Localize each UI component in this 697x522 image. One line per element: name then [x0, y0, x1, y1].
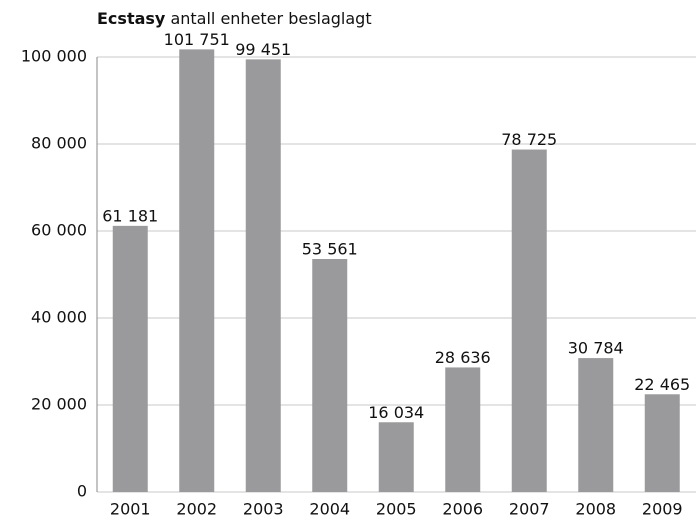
bar: [378, 422, 414, 492]
x-tick-label: 2005: [376, 500, 417, 519]
x-tick-label: 2008: [575, 500, 616, 519]
y-tick-label: 0: [77, 482, 87, 501]
bar: [578, 358, 614, 492]
y-tick-label: 20 000: [31, 395, 87, 414]
title-bold: Ecstasy: [97, 9, 166, 28]
title-rest: antall enheter beslaglagt: [170, 9, 371, 28]
y-tick-label: 100 000: [21, 47, 87, 66]
x-tick-label: 2009: [642, 500, 683, 519]
x-tick-label: 2007: [509, 500, 550, 519]
value-label: 28 636: [435, 348, 491, 367]
x-tick-label: 2006: [442, 500, 483, 519]
y-tick-label: 80 000: [31, 134, 87, 153]
y-tick-label: 60 000: [31, 221, 87, 240]
y-tick-label: 40 000: [31, 308, 87, 327]
bar: [179, 49, 215, 492]
value-label: 30 784: [568, 339, 624, 358]
value-label: 22 465: [634, 375, 690, 394]
bar: [445, 367, 481, 492]
chart-title: Ecstasy antall enheter beslaglagt: [97, 9, 372, 28]
value-label: 78 725: [501, 130, 557, 149]
x-tick-label: 2004: [309, 500, 350, 519]
bar: [511, 149, 547, 492]
x-tick-label: 2002: [176, 500, 217, 519]
x-tick-label: 2003: [243, 500, 284, 519]
value-label: 16 034: [368, 403, 424, 422]
value-label: 101 751: [164, 30, 230, 49]
bar: [112, 225, 148, 492]
value-label: 99 451: [235, 40, 291, 59]
value-label: 53 561: [302, 240, 358, 259]
bar: [312, 259, 348, 492]
value-label: 61 181: [102, 206, 158, 225]
x-tick-label: 2001: [110, 500, 151, 519]
bar: [644, 394, 680, 492]
bar: [245, 59, 281, 492]
